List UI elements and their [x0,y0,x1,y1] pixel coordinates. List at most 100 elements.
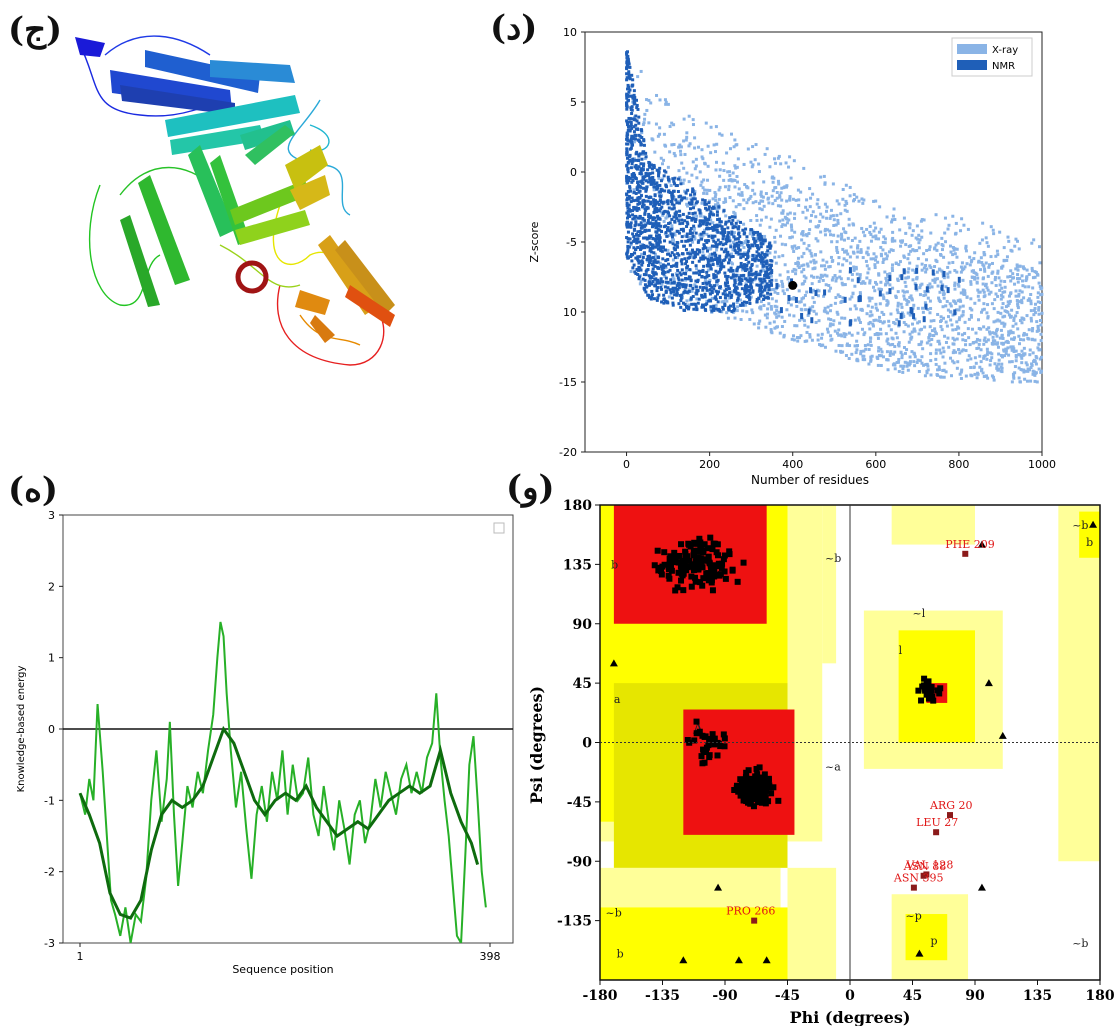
xray-point [977,260,981,264]
nmr-point [733,237,737,241]
xray-point [632,188,636,192]
xray-point [935,270,939,274]
nmr-point [685,290,689,294]
xray-point [825,205,829,209]
nmr-point [712,244,716,248]
xray-point [788,236,792,240]
nmr-point [670,202,674,206]
xray-point [1001,264,1005,268]
xray-point [889,350,893,354]
nmr-point [748,301,752,305]
xray-point [806,313,810,317]
nmr-point [739,241,743,245]
nmr-point [669,232,673,236]
xray-point [805,330,809,334]
xray-point [889,328,893,332]
xray-point [708,278,712,282]
nmr-point [680,252,684,256]
nmr-point [681,301,685,305]
nmr-point [696,240,700,244]
xray-point [836,250,840,254]
nmr-point [719,241,723,245]
xray-point [987,292,991,296]
xray-point [953,269,957,273]
xray-point [759,300,763,304]
xray-point [964,343,968,347]
xray-point [969,357,973,361]
nmr-point [667,190,671,194]
nmr-point [718,296,722,300]
xray-point [1008,274,1012,278]
xray-point [877,237,881,241]
xray-point [969,315,973,319]
residue-point [765,775,772,782]
xray-point [939,318,943,322]
xray-point [1009,279,1013,283]
xray-point [939,325,943,329]
xray-point [841,247,845,251]
nmr-point [747,260,751,264]
xray-point [678,175,682,179]
xray-point [985,286,989,290]
xray-point [897,341,901,345]
nmr-point [638,215,642,219]
nmr-point [692,256,696,260]
nmr-point [731,273,735,277]
nmr-point [679,298,683,302]
xray-point [906,368,910,372]
nmr-point [637,277,641,281]
nmr-point [671,301,675,305]
xray-point [859,349,863,353]
xray-point [757,326,761,330]
xray-point [930,338,934,342]
xray-point [945,299,949,303]
nmr-point [626,160,630,164]
nmr-point [647,228,651,232]
nmr-point [637,154,641,158]
xray-point [940,236,944,240]
xray-point [647,98,651,102]
residue-point [921,675,928,682]
xray-point [854,307,858,311]
xray-point [964,339,968,343]
xray-point [938,268,942,272]
nmr-point [720,226,724,230]
residue-point [702,748,709,755]
xray-point [643,157,647,161]
xray-point [764,215,768,219]
xray-point [1003,322,1007,326]
xray-point [879,332,883,336]
xray-point [766,312,770,316]
xray-point [980,261,984,265]
xray-point [935,373,939,377]
xray-point [853,284,857,288]
xray-point [860,226,864,230]
nmr-point [647,174,651,178]
residue-point [700,575,707,582]
xray-point [698,170,702,174]
nmr-point [625,132,629,136]
xray-point [685,202,689,206]
xray-point [663,274,667,278]
xray-point [860,307,864,311]
xray-point [754,143,758,147]
xray-point [855,348,859,352]
xray-point [814,237,818,241]
xray-point [995,334,999,338]
nmr-point [653,194,657,198]
xray-point [941,355,945,359]
nmr-point [697,259,701,263]
nmr-point [680,239,684,243]
xray-point [983,336,987,340]
zscore-xlabel: Number of residues [751,473,869,487]
xray-point [817,205,821,209]
nmr-point [759,236,763,240]
xray-point [811,288,815,292]
xray-point [775,196,779,200]
xray-point [903,360,907,364]
xray-point [802,268,806,272]
nmr-point [648,215,652,219]
xray-point [1035,380,1039,384]
nmr-point [655,289,659,293]
xray-point [985,374,989,378]
